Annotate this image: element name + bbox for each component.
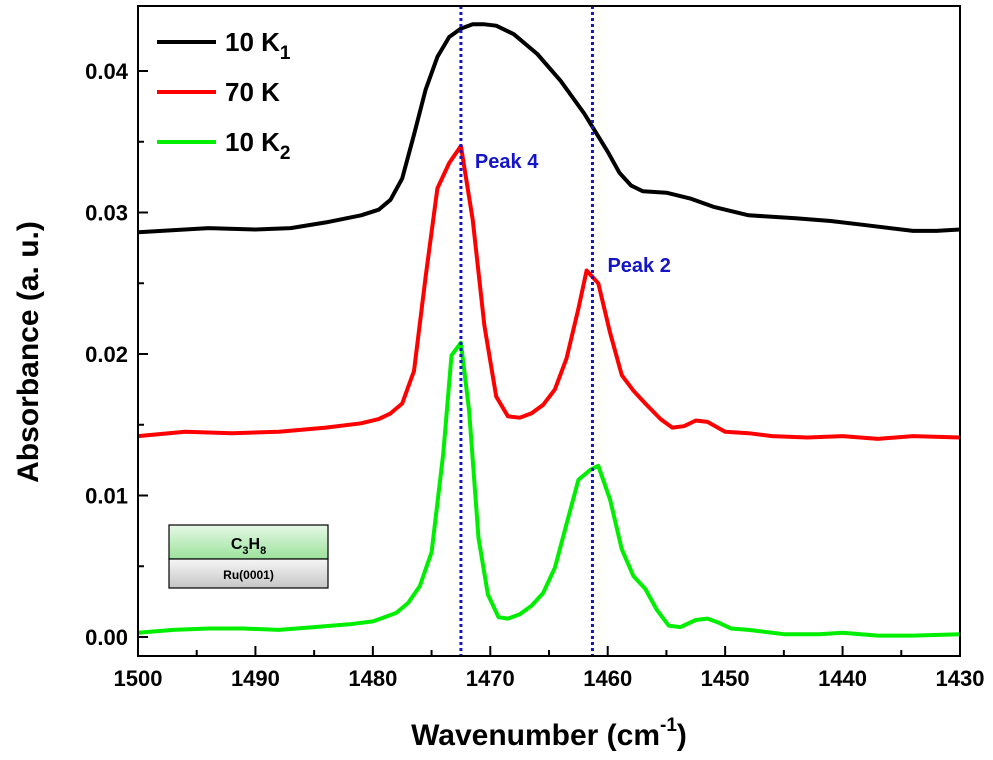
y-tick-label: 0.02 bbox=[85, 342, 128, 367]
series-group bbox=[138, 22, 960, 638]
inset-adsorbate-label: C3H8 bbox=[231, 536, 266, 557]
y-tick-label: 0.00 bbox=[85, 625, 128, 650]
y-tick-label: 0.01 bbox=[85, 484, 128, 509]
series-line-3 bbox=[138, 340, 960, 638]
legend-label: 70 K bbox=[225, 77, 280, 107]
x-tick-label: 1500 bbox=[114, 666, 163, 691]
inset-adsorbate-layer bbox=[168, 524, 329, 560]
reference-lines: Peak 4 Peak 2 bbox=[459, 6, 671, 656]
x-tick-label: 1460 bbox=[583, 666, 632, 691]
legend: 10 K1 70 K 10 K2 bbox=[157, 27, 291, 164]
peak-label: Peak 2 bbox=[607, 255, 670, 277]
inset-substrate-layer bbox=[168, 558, 329, 589]
x-tick-label: 1480 bbox=[348, 666, 397, 691]
inset-substrate-label: Ru(0001) bbox=[223, 568, 274, 582]
x-axis-title: Wavenumber (cm-1) bbox=[411, 715, 687, 752]
x-tick-label: 1450 bbox=[701, 666, 750, 691]
substrate-inset: C3H8 Ru(0001) bbox=[168, 524, 329, 589]
x-axis-ticks: 1500 1490 1480 1470 1460 1450 1440 1430 bbox=[114, 646, 985, 691]
peak-label: Peak 4 bbox=[475, 151, 539, 173]
series-line-1 bbox=[138, 22, 960, 235]
x-tick-label: 1490 bbox=[231, 666, 280, 691]
legend-label: 10 K1 bbox=[225, 27, 291, 64]
y-tick-label: 0.04 bbox=[85, 59, 129, 84]
y-axis-ticks: 0.00 0.01 0.02 0.03 0.04 bbox=[85, 59, 148, 650]
y-axis-title: Absorbance (a. u.) bbox=[12, 221, 45, 483]
x-tick-label: 1470 bbox=[466, 666, 515, 691]
x-tick-label: 1430 bbox=[936, 666, 985, 691]
x-tick-label: 1440 bbox=[818, 666, 867, 691]
series-line-2 bbox=[138, 144, 960, 441]
y-tick-label: 0.03 bbox=[85, 201, 128, 226]
legend-label: 10 K2 bbox=[225, 127, 291, 164]
